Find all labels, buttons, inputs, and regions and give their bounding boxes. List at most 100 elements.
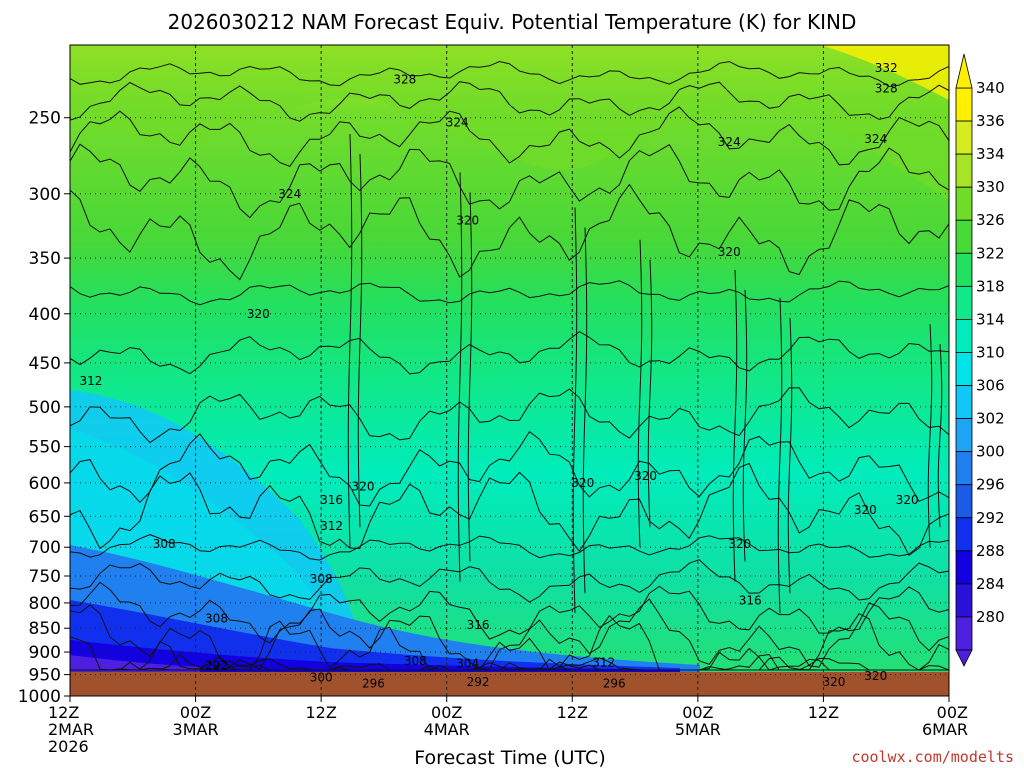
contour-line (357, 154, 363, 528)
chart-title: 2026030212 NAM Forecast Equiv. Potential… (168, 10, 857, 34)
contour-line (70, 143, 949, 219)
pressure-tick-label: 300 (29, 185, 61, 205)
colorbar-label: 280 (976, 608, 1005, 626)
contour-label: 300 (310, 671, 333, 685)
pressure-tick-label: 900 (29, 643, 61, 663)
contour-labels: 332 328 328 324 324 324 324 320 320 320 312 316 320 3… (79, 61, 918, 690)
colorbar-label: 330 (976, 178, 1005, 196)
colorbar-swatch (955, 87, 973, 122)
contour-line (732, 269, 738, 582)
contour-line (70, 60, 949, 88)
contour-line (647, 259, 653, 528)
contour-line (70, 387, 949, 444)
contour-label: 312 (79, 374, 102, 388)
colorbar-label: 322 (976, 244, 1005, 262)
time-tick-label: 6MAR (922, 720, 968, 739)
time-tick-label: 2MAR (48, 720, 94, 739)
colorbar-swatch (955, 285, 973, 320)
contour-label: 304 (456, 656, 479, 670)
low-level-deep-blue-band (70, 600, 680, 672)
contour-label: 312 (320, 519, 343, 533)
contour-line (70, 330, 949, 375)
surface-violet-band (70, 655, 200, 672)
contour-label: 312 (592, 656, 615, 670)
x-axis-title: Forecast Time (UTC) (414, 747, 605, 768)
contour-label: 308 (153, 537, 176, 551)
pressure-tick-label: 1000 (18, 687, 61, 707)
contour-label: 296 (362, 676, 385, 690)
contour-label: 320 (247, 307, 270, 321)
contour-line (70, 430, 949, 507)
contour-label: 316 (467, 618, 490, 632)
colorbar-max-arrow (955, 53, 973, 89)
contour-line (937, 344, 943, 528)
plot-area (70, 45, 949, 696)
pressure-tick-label: 800 (29, 594, 61, 614)
pressure-tick-label: 550 (29, 438, 61, 458)
time-tick-label: 12Z (48, 703, 79, 722)
contour-line (347, 134, 353, 548)
pressure-tick-label: 850 (29, 619, 61, 639)
contour-line (70, 534, 949, 561)
colorbar-label: 314 (976, 310, 1005, 328)
colorbar-label: 300 (976, 443, 1005, 461)
contour-label: 292 (467, 675, 490, 689)
time-tick-label: 12Z (557, 703, 588, 722)
colorbar-swatch (955, 252, 973, 287)
contour-label: 324 (446, 116, 469, 130)
pressure-tick-label: 600 (29, 474, 61, 494)
colorbar-swatch (955, 120, 973, 155)
pressure-tick-label: 350 (29, 249, 61, 269)
time-tick-label: 5MAR (675, 720, 721, 739)
colorbar-swatch (955, 451, 973, 486)
contour-label: 320 (896, 493, 919, 507)
contour-label: 320 (728, 537, 751, 551)
contour-line (70, 183, 949, 281)
colorbar-swatch (955, 583, 973, 618)
colorbar-swatch (955, 153, 973, 188)
colorbar-label: 336 (976, 112, 1005, 130)
contour-label: 328 (393, 72, 416, 86)
ground-surface (70, 672, 949, 696)
contour-label: 320 (456, 214, 479, 228)
contour-line (582, 227, 588, 594)
time-tick-label: 2026 (48, 737, 89, 756)
contour-label: 296 (603, 676, 626, 690)
contour-line (572, 207, 578, 614)
colorbar-label: 334 (976, 145, 1005, 163)
colorbar-swatch (955, 319, 973, 353)
contour-line (70, 655, 949, 671)
colorbar-label: 306 (976, 377, 1005, 395)
colorbar-swatch (955, 385, 973, 419)
credit-text: coolwx.com/modelts (851, 748, 1014, 766)
colorbar-swatch (955, 550, 973, 585)
pressure-tick-label: 950 (29, 666, 61, 686)
contour-label: 292 (205, 659, 228, 673)
contour-label: 324 (864, 132, 887, 146)
contour-line (70, 559, 949, 603)
contour-label: 320 (864, 669, 887, 683)
contour-label: 320 (352, 479, 375, 493)
colorbar-label: 318 (976, 277, 1005, 295)
time-tick-label: 4MAR (424, 720, 470, 739)
contour-line (742, 289, 748, 562)
contour-line (927, 324, 933, 548)
contour-lines (70, 60, 949, 671)
pressure-tick-label: 450 (29, 354, 61, 374)
contour-label: 324 (718, 135, 741, 149)
contour-line (70, 462, 949, 556)
contour-label: 316 (739, 593, 762, 607)
contour-line (467, 192, 473, 562)
contour-label: 308 (205, 611, 228, 625)
contour-label: 320 (718, 245, 741, 259)
contour-label: 328 (875, 81, 898, 95)
time-tick-label: 12Z (305, 703, 336, 722)
pressure-tick-label: 700 (29, 538, 61, 558)
contour-label: 316 (320, 493, 343, 507)
colorbar-label: 302 (976, 410, 1005, 428)
top-yellow-band (820, 45, 949, 100)
pressure-tick-label: 750 (29, 567, 61, 587)
colorbar-swatch (955, 484, 973, 519)
pressure-tick-label: 500 (29, 398, 61, 418)
